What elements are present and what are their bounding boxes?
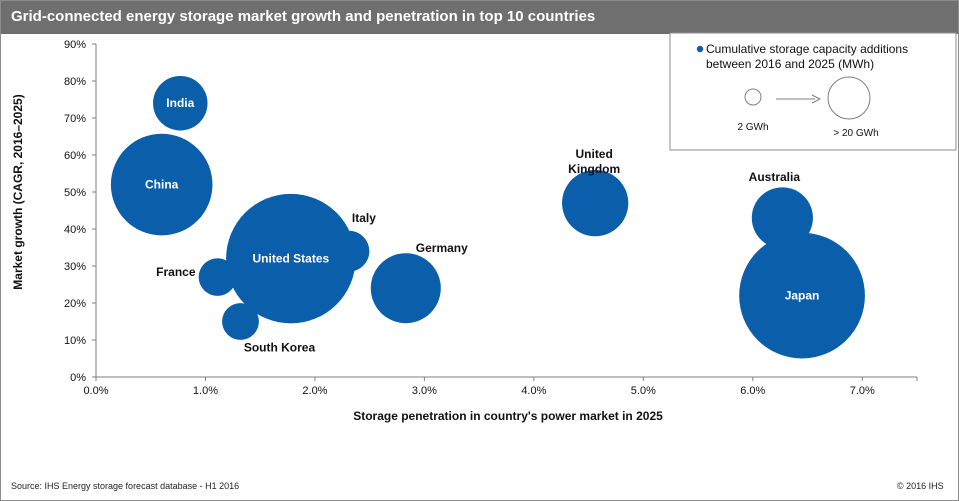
y-tick-label: 30% — [64, 261, 86, 273]
bubble-japan — [739, 232, 865, 359]
bubble-france — [198, 258, 237, 296]
x-tick-label: 0.0% — [83, 385, 108, 397]
x-tick-label: 5.0% — [631, 385, 656, 397]
bubble-united-states — [226, 193, 356, 324]
copyright-note: © 2016 IHS — [897, 481, 944, 491]
bubble-label-china: China — [145, 178, 179, 192]
bubble-label-south-korea: South Korea — [244, 341, 316, 355]
x-axis-label: Storage penetration in country's power m… — [353, 409, 663, 423]
bubble-label-australia: Australia — [749, 170, 801, 184]
bubble-china — [110, 133, 213, 236]
legend: Cumulative storage capacity additions bet… — [669, 32, 957, 151]
x-tick-label: 1.0% — [193, 385, 218, 397]
x-tick-label: 7.0% — [850, 385, 875, 397]
bubble-label-united-states: United States — [253, 252, 330, 266]
legend-large-circle — [827, 76, 871, 120]
x-tick-label: 2.0% — [302, 385, 327, 397]
legend-arrow-icon — [811, 94, 822, 104]
bubble-labels: India China United States Italy France South … — [145, 96, 819, 354]
y-tick-label: 70% — [64, 113, 86, 125]
legend-small-label: 2 GWh — [737, 122, 768, 133]
legend-bullet-icon — [696, 45, 704, 53]
title-bar: Grid-connected energy storage market gro… — [1, 1, 958, 34]
axes: 0.0% 1.0% 2.0% 3.0% 4.0% 5.0% 6.0% 7.0% 0% 10% 20%… — [11, 39, 918, 423]
bubble-germany — [370, 253, 441, 324]
bubble-chart: 0.0% 1.0% 2.0% 3.0% 4.0% 5.0% 6.0% 7.0% 0% 10% 20%… — [11, 32, 957, 423]
y-axis-label: Market growth (CAGR, 2016–2025) — [11, 94, 25, 289]
bubble-label-india: India — [166, 96, 194, 110]
bubble-label-france: France — [156, 265, 196, 279]
legend-box — [669, 32, 957, 151]
y-tick-label: 90% — [64, 39, 86, 51]
legend-small-circle — [744, 88, 762, 106]
source-note: Source: IHS Energy storage forecast data… — [11, 481, 240, 491]
x-tick-label: 6.0% — [740, 385, 765, 397]
y-tick-label: 80% — [64, 76, 86, 88]
bubble-united-kingdom — [562, 169, 629, 237]
bubble-label-germany: Germany — [416, 241, 468, 255]
y-tick-label: 50% — [64, 187, 86, 199]
x-tick-label: 4.0% — [521, 385, 546, 397]
bubbles — [110, 75, 865, 359]
bubble-label-japan: Japan — [785, 289, 820, 303]
y-tick-label: 60% — [64, 150, 86, 162]
y-tick-label: 20% — [64, 298, 86, 310]
bubble-label-united-kingdom: United Kingdom — [568, 147, 620, 176]
y-tick-label: 40% — [64, 224, 86, 236]
y-tick-label: 10% — [64, 335, 86, 347]
bubble-italy — [328, 230, 370, 272]
chart-title: Grid-connected energy storage market gro… — [11, 8, 596, 25]
bubble-india — [153, 75, 208, 131]
x-tick-label: 3.0% — [412, 385, 437, 397]
legend-large-label: > 20 GWh — [833, 128, 878, 139]
y-tick-label: 0% — [70, 372, 86, 384]
legend-title: Cumulative storage capacity additions bet… — [706, 42, 908, 71]
bubble-south-korea — [222, 303, 259, 340]
bubble-label-italy: Italy — [352, 211, 376, 225]
